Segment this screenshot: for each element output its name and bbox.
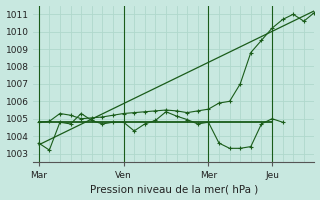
X-axis label: Pression niveau de la mer( hPa ): Pression niveau de la mer( hPa ) [90, 184, 258, 194]
